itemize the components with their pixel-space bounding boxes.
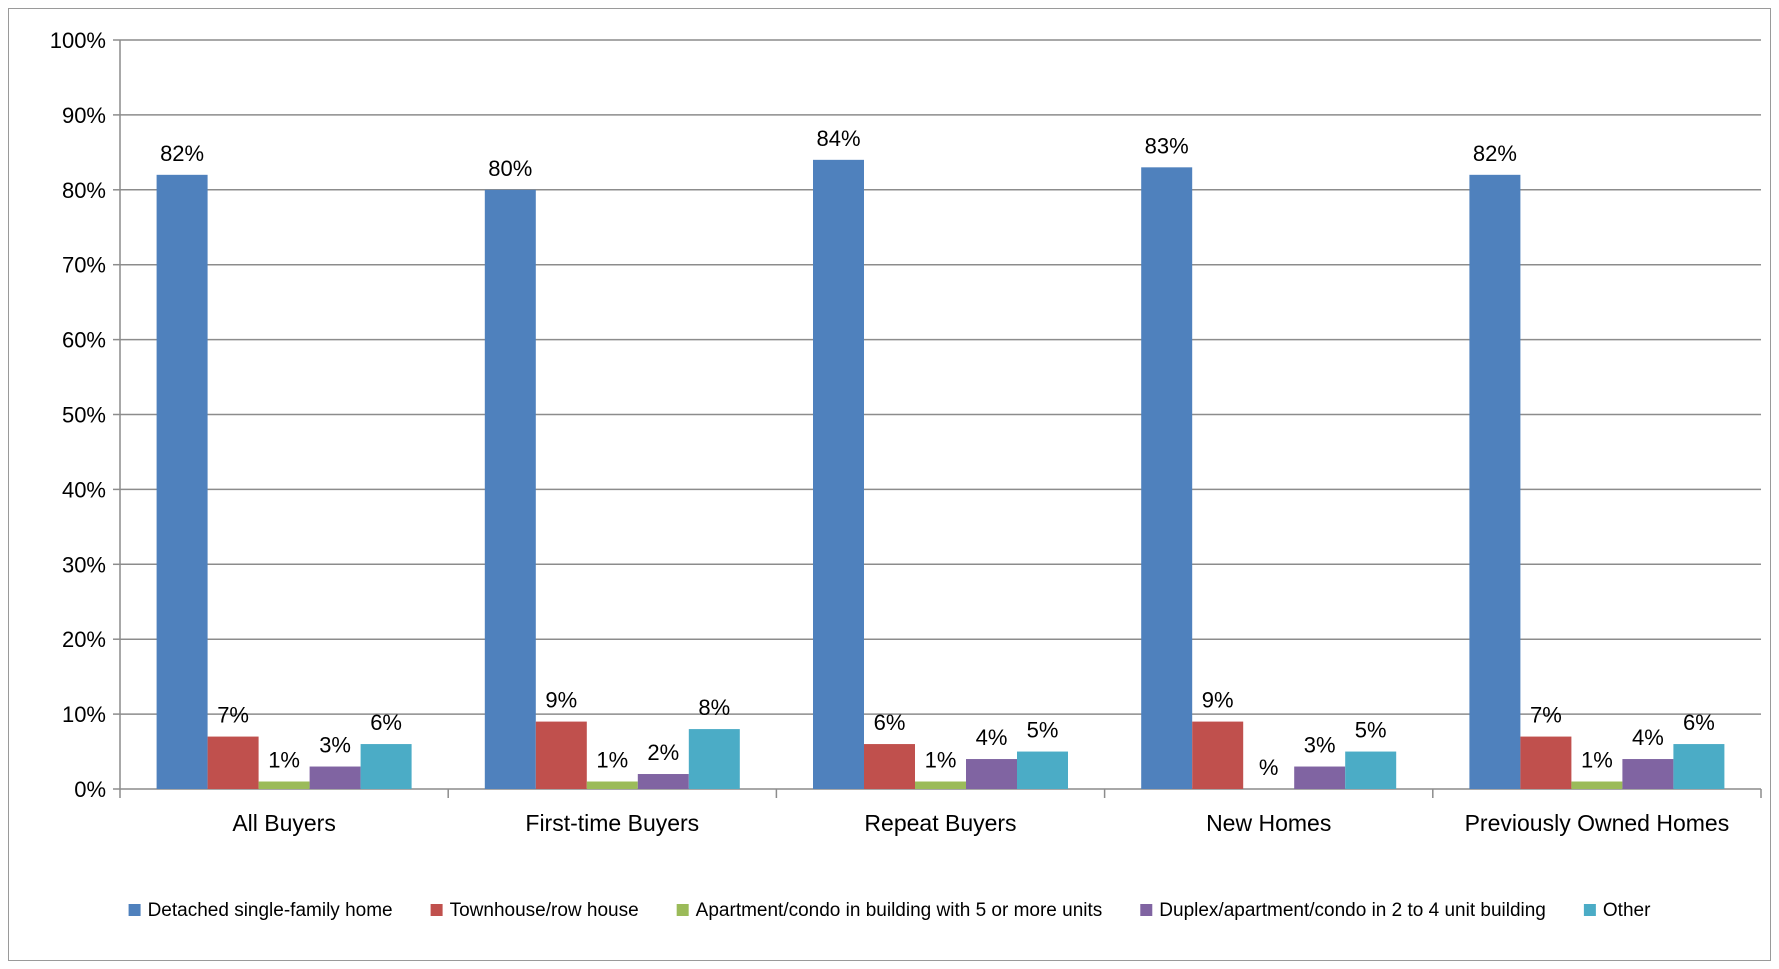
data-label: 9% (1202, 688, 1234, 713)
y-tick-label: 60% (62, 328, 106, 353)
bar (360, 744, 412, 789)
data-label: 1% (596, 748, 628, 773)
bar (1520, 736, 1572, 789)
data-labels: 82% 7% 1% 3% 6% 80% 9% 1% 2% 8% 84% 6% 1% 4% 5% 83% 9%% 3… (160, 126, 1715, 780)
data-label: 4% (1632, 725, 1664, 750)
data-label: 7% (217, 703, 249, 728)
legend-label: Duplex/apartment/condo in 2 to 4 unit bu… (1159, 900, 1546, 921)
bar (1345, 751, 1397, 789)
bar (586, 781, 638, 789)
bars (156, 159, 1725, 790)
y-tick-label: 40% (62, 477, 106, 502)
bar (1571, 781, 1623, 789)
data-label: 4% (976, 725, 1008, 750)
bar (864, 744, 915, 789)
data-label: 82% (160, 141, 204, 166)
y-tick-label: 0% (74, 777, 106, 802)
bar (535, 721, 587, 789)
bar (309, 766, 361, 789)
data-label: 8% (698, 695, 730, 720)
y-tick-labels: 0% 10% 20% 30% 40% 50% 60% 70% 80% 90% 100% (50, 28, 106, 802)
x-tick-label: New Homes (1206, 810, 1331, 836)
y-tick-label: 30% (62, 552, 106, 577)
legend-label: Other (1603, 900, 1651, 921)
legend-label: Townhouse/row house (450, 900, 639, 921)
data-label: 1% (1581, 748, 1613, 773)
bar (1622, 759, 1674, 789)
bar (1192, 721, 1244, 789)
y-tick-label: 90% (62, 103, 106, 128)
x-tick-label: First-time Buyers (525, 810, 699, 836)
y-tick-label: 50% (62, 403, 106, 428)
bar (1469, 174, 1521, 789)
data-label: 9% (545, 688, 577, 713)
bar (688, 729, 740, 789)
y-tick-label: 20% (62, 627, 106, 652)
data-label: 2% (647, 740, 679, 765)
data-label: 1% (268, 748, 300, 773)
data-label: 1% (925, 748, 957, 773)
legend-swatch (430, 904, 443, 916)
bar (966, 759, 1017, 789)
x-tick-label: Previously Owned Homes (1465, 810, 1730, 836)
bar (156, 174, 208, 789)
legend-label: Apartment/condo in building with 5 or mo… (696, 900, 1103, 921)
legend-swatch (1140, 904, 1153, 916)
legend-swatch (676, 904, 689, 916)
data-label: 3% (1304, 733, 1336, 758)
data-label: 3% (319, 733, 351, 758)
data-label: 7% (1530, 703, 1562, 728)
legend-item: Townhouse/row house (430, 900, 639, 921)
legend-item: Duplex/apartment/condo in 2 to 4 unit bu… (1140, 900, 1546, 921)
bar (1141, 167, 1193, 789)
data-label: 5% (1027, 718, 1059, 743)
bar (258, 781, 310, 789)
y-tick-label: 70% (62, 253, 106, 278)
bar (1294, 766, 1346, 789)
data-label: 6% (874, 710, 906, 735)
legend-item: Other (1583, 900, 1651, 921)
legend-label: Detached single-family home (148, 900, 393, 921)
bar (207, 736, 259, 789)
data-label: 5% (1355, 718, 1387, 743)
y-tick-label: 10% (62, 702, 106, 727)
bar (484, 189, 536, 790)
y-tick-label: 80% (62, 178, 106, 203)
legend-item: Detached single-family home (128, 900, 393, 921)
data-label: 6% (370, 710, 402, 735)
data-label: 6% (1683, 710, 1715, 735)
legend-swatch (1583, 904, 1596, 916)
x-tick-labels: All Buyers First-time Buyers Repeat Buyers… (232, 810, 1729, 836)
bar (1017, 751, 1068, 789)
data-label: 80% (488, 156, 532, 181)
bar (637, 774, 689, 789)
data-label: % (1259, 755, 1279, 780)
data-label: 82% (1473, 141, 1517, 166)
bar (1673, 744, 1725, 789)
x-tick-label: All Buyers (232, 810, 336, 836)
legend-item: Apartment/condo in building with 5 or mo… (676, 900, 1103, 921)
bar (915, 781, 966, 789)
legend: Detached single-family home Townhouse/row… (128, 900, 1651, 921)
legend-swatch (128, 904, 141, 916)
y-tick-label: 100% (50, 28, 106, 53)
bar (813, 159, 864, 790)
data-label: 83% (1145, 133, 1189, 158)
data-label: 84% (816, 126, 860, 151)
x-tick-label: Repeat Buyers (864, 810, 1016, 836)
